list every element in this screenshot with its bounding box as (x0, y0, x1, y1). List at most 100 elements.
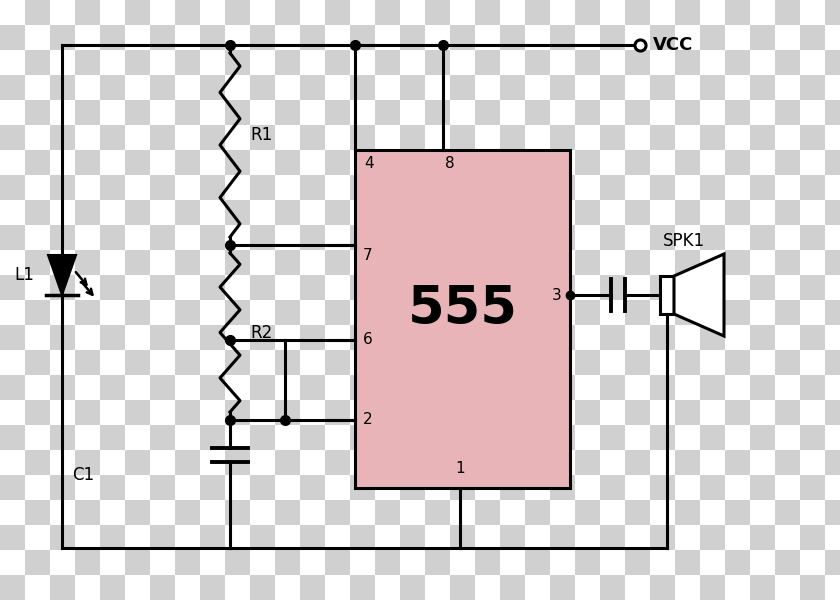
Bar (300, 525, 325, 550)
Bar (525, 0, 550, 25)
Bar (400, 225, 425, 250)
Bar (825, 550, 840, 575)
Bar (550, 475, 575, 500)
Bar (100, 375, 125, 400)
Bar (425, 400, 450, 425)
Bar (125, 150, 150, 175)
Bar (150, 275, 175, 300)
Bar (250, 25, 275, 50)
Bar (200, 375, 225, 400)
Bar (625, 350, 650, 375)
Bar (800, 75, 825, 100)
Bar (400, 475, 425, 500)
Bar (660, 276, 674, 314)
Bar (325, 300, 350, 325)
Bar (200, 125, 225, 150)
Bar (0, 475, 25, 500)
Bar (50, 575, 75, 600)
Bar (75, 0, 100, 25)
Bar (225, 350, 250, 375)
Bar (675, 100, 700, 125)
Bar (125, 350, 150, 375)
Bar (675, 550, 700, 575)
Bar (0, 525, 25, 550)
Bar (325, 550, 350, 575)
Bar (50, 275, 75, 300)
Bar (150, 25, 175, 50)
Bar (650, 125, 675, 150)
Bar (500, 175, 525, 200)
Bar (575, 450, 600, 475)
Bar (750, 325, 775, 350)
Bar (675, 250, 700, 275)
Bar (175, 400, 200, 425)
Bar (375, 50, 400, 75)
Bar (600, 575, 625, 600)
Bar (550, 275, 575, 300)
Bar (450, 375, 475, 400)
Bar (800, 575, 825, 600)
Bar (725, 50, 750, 75)
Bar (300, 25, 325, 50)
Bar (475, 200, 500, 225)
Bar (0, 225, 25, 250)
Bar (425, 300, 450, 325)
Bar (525, 400, 550, 425)
Bar (325, 400, 350, 425)
Bar (200, 525, 225, 550)
Bar (275, 50, 300, 75)
Text: 1: 1 (455, 461, 465, 476)
Bar (375, 400, 400, 425)
Bar (325, 200, 350, 225)
Bar (600, 125, 625, 150)
Bar (575, 500, 600, 525)
Bar (775, 100, 800, 125)
Bar (425, 50, 450, 75)
Bar (100, 275, 125, 300)
Bar (150, 575, 175, 600)
Bar (275, 100, 300, 125)
Bar (275, 150, 300, 175)
Bar (300, 275, 325, 300)
Bar (375, 300, 400, 325)
Bar (250, 375, 275, 400)
Bar (225, 550, 250, 575)
Bar (100, 525, 125, 550)
Bar (225, 300, 250, 325)
Text: 2: 2 (363, 413, 373, 427)
Bar (175, 200, 200, 225)
Bar (625, 100, 650, 125)
Bar (725, 150, 750, 175)
Bar (475, 350, 500, 375)
Bar (200, 25, 225, 50)
Bar (100, 75, 125, 100)
Bar (0, 175, 25, 200)
Bar (550, 175, 575, 200)
Text: 7: 7 (363, 247, 373, 263)
Bar (675, 50, 700, 75)
Bar (275, 400, 300, 425)
Bar (600, 375, 625, 400)
Bar (825, 0, 840, 25)
Bar (325, 100, 350, 125)
Bar (125, 400, 150, 425)
Bar (175, 250, 200, 275)
Bar (225, 450, 250, 475)
Bar (575, 250, 600, 275)
Bar (250, 475, 275, 500)
Bar (200, 425, 225, 450)
Bar (150, 325, 175, 350)
Bar (100, 475, 125, 500)
Bar (575, 100, 600, 125)
Bar (825, 50, 840, 75)
Bar (575, 200, 600, 225)
Bar (150, 75, 175, 100)
Bar (450, 175, 475, 200)
Bar (25, 300, 50, 325)
Bar (125, 100, 150, 125)
Bar (750, 575, 775, 600)
Bar (650, 225, 675, 250)
Bar (225, 500, 250, 525)
Bar (350, 575, 375, 600)
Bar (350, 175, 375, 200)
